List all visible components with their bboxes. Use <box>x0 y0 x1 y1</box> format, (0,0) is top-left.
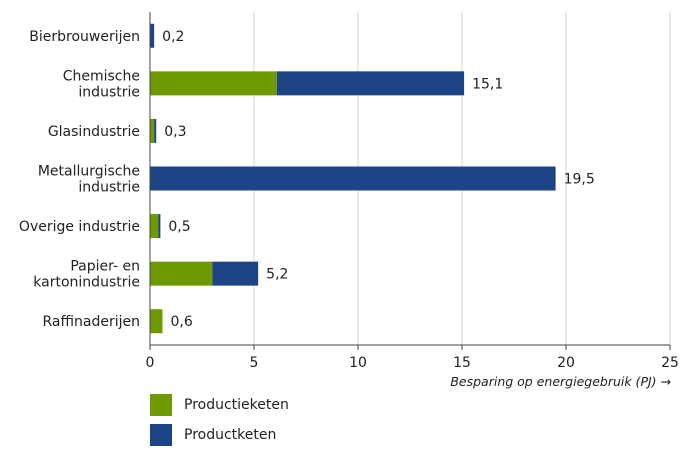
x-axis-label: Besparing op energiegebruik (PJ) → <box>450 374 671 389</box>
category-label: Raffinaderijen <box>42 314 140 330</box>
data-label: 19,5 <box>564 172 595 188</box>
legend: Productieketen Productketen <box>150 394 289 454</box>
category-label: Chemische industrie <box>63 68 140 100</box>
data-label: 0,3 <box>164 124 186 140</box>
data-label: 0,6 <box>170 314 192 330</box>
category-label: Metallurgische industrie <box>38 164 140 196</box>
category-label: Glasindustrie <box>48 124 140 140</box>
legend-item-productieketen: Productieketen <box>150 394 289 416</box>
bar-segment <box>150 309 163 334</box>
bar-segment <box>150 261 213 286</box>
category-label: Papier- en kartonindustrie <box>33 259 140 291</box>
bar-segment <box>212 261 259 286</box>
x-tick-label: 10 <box>349 355 367 371</box>
bars <box>150 23 556 334</box>
category-labels: Bierbrouwerijen Chemische industrie Glasind… <box>19 29 140 330</box>
bar-segment <box>150 166 556 191</box>
x-tick-label: 0 <box>146 355 155 371</box>
x-tick-label: 20 <box>557 355 575 371</box>
bar-segment <box>150 71 277 96</box>
x-tick-label: 5 <box>250 355 259 371</box>
bar-segment <box>158 214 161 239</box>
bar-segment <box>150 118 155 143</box>
bar-segment <box>150 214 159 239</box>
legend-item-productketen: Productketen <box>150 424 289 446</box>
data-labels: 0,2 15,1 0,3 19,5 0,5 5,2 0,6 <box>162 29 595 330</box>
x-axis: 0 5 10 15 20 25 <box>146 12 679 371</box>
bar-segment <box>154 118 157 143</box>
bar-segment <box>150 23 155 48</box>
legend-swatch-productketen <box>150 424 172 446</box>
legend-label: Productketen <box>184 427 277 443</box>
x-tick-label: 15 <box>453 355 471 371</box>
bar-segment <box>276 71 465 96</box>
x-tick-label: 25 <box>661 355 679 371</box>
data-label: 0,2 <box>162 29 184 45</box>
category-label: Overige industrie <box>19 219 140 235</box>
category-label: Bierbrouwerijen <box>29 29 140 45</box>
data-label: 5,2 <box>266 267 288 283</box>
legend-swatch-productieketen <box>150 394 172 416</box>
legend-label: Productieketen <box>184 397 289 413</box>
data-label: 0,5 <box>168 219 190 235</box>
data-label: 15,1 <box>472 76 503 92</box>
